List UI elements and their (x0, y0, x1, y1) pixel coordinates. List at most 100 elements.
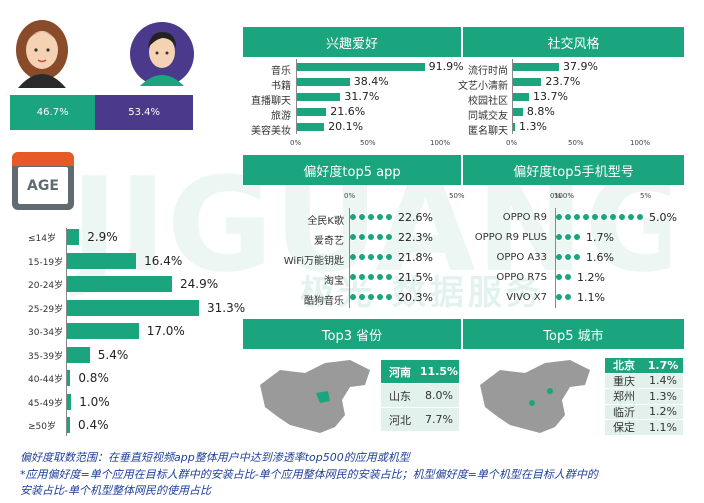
social-label: 文艺小清新 (458, 81, 508, 92)
phones-label: OPPO R9 (502, 212, 547, 223)
apps-dot (367, 253, 375, 261)
apps-tick: 0% (344, 192, 356, 200)
cities-row: 重庆 1.4% (605, 373, 683, 389)
interest-bar (296, 78, 350, 86)
provinces-header: Top3 省份 (243, 319, 461, 349)
phones-dot (555, 233, 563, 241)
china-map-cities-icon (480, 360, 590, 433)
apps-dot (376, 273, 384, 281)
phones-value: 1.7% (586, 231, 614, 244)
social-axis (512, 59, 513, 134)
age-label: 15-19岁 (28, 257, 64, 268)
apps-label: WiFi万能钥匙 (283, 256, 344, 267)
apps-dot (385, 253, 393, 261)
interest-bar (296, 108, 327, 116)
age-label: 20-24岁 (28, 281, 64, 291)
age-icon-label: AGE (18, 167, 68, 204)
social-bar (512, 123, 515, 131)
age-value: 2.9% (87, 230, 118, 244)
phones-dot (591, 213, 599, 221)
phones-dot (573, 213, 581, 221)
apps-dot (349, 233, 357, 241)
age-label: 35-39岁 (28, 351, 64, 362)
social-header: 社交风格 (463, 27, 684, 57)
interest-label: 美容美妆 (251, 126, 291, 137)
cities-row: 北京 1.7% (605, 358, 683, 374)
phones-value: 1.6% (586, 251, 614, 264)
watermark: 极光 数据服务 (300, 273, 544, 313)
social-value: 1.3% (519, 120, 547, 133)
age-value: 16.4% (144, 253, 183, 268)
apps-label: 淘宝 (324, 276, 344, 287)
cities-name: 保定 (613, 421, 635, 435)
age-value: 17.0% (146, 324, 185, 338)
age-value: 31.3% (207, 300, 246, 315)
apps-dot (367, 233, 375, 241)
apps-dot (358, 293, 366, 301)
phones-dot (573, 253, 581, 261)
phones-tick: 5% (640, 192, 652, 200)
female-avatar-icon (16, 20, 68, 88)
social-tick: 100% (630, 139, 651, 147)
social-bar (512, 93, 529, 101)
phones-value: 5.0% (649, 211, 677, 224)
apps-dot (376, 293, 384, 301)
interest-value: 91.9% (428, 60, 464, 73)
cities-row: 保定 1.1% (605, 420, 683, 436)
age-value: 0.4% (78, 418, 109, 432)
phones-header: 偏好度top5手机型号 (463, 155, 684, 185)
interest-value: 21.6% (330, 105, 366, 118)
phones-label: OPPO R9 PLUS (474, 232, 547, 243)
phones-dot (555, 293, 563, 301)
cities-name: 郑州 (613, 390, 635, 404)
provinces-pct: 8.0% (425, 389, 453, 402)
age-bar (67, 417, 70, 433)
age-label: 25-29岁 (28, 304, 64, 315)
age-label: ≥50岁 (28, 422, 56, 432)
apps-dot (385, 233, 393, 241)
age-bar (67, 370, 71, 386)
apps-dot (349, 273, 357, 281)
social-label: 同城交友 (468, 111, 508, 122)
apps-dot (367, 293, 375, 301)
provinces-name: 河北 (389, 413, 411, 427)
cities-name: 北京 (613, 359, 635, 373)
apps-dot (376, 233, 384, 241)
cities-row: 郑州 1.3% (605, 389, 683, 405)
age-value: 1.0% (79, 394, 110, 409)
apps-value: 22.3% (398, 231, 433, 244)
phones-value: 1.1% (577, 291, 605, 304)
apps-tick: 100% (554, 192, 575, 200)
apps-dot (385, 273, 393, 281)
phones-label: OPPO A33 (496, 252, 547, 263)
phones-dot (609, 213, 617, 221)
apps-dot (367, 273, 375, 281)
phones-dot (600, 213, 608, 221)
interest-label: 直播聊天 (251, 96, 291, 107)
footnote-scope: 偏好度取数范围：在垂直短视频app整体用户中达到渗透率top500的应用或机型 (20, 451, 410, 464)
age-bar (67, 252, 137, 269)
female-segment: 46.7% (10, 95, 96, 130)
cities-pct: 1.4% (649, 374, 677, 388)
cities-pct: 1.7% (647, 358, 679, 372)
interest-header: 兴趣爱好 (243, 27, 461, 57)
cities-row: 临沂 1.2% (605, 404, 683, 420)
phones-dot (555, 253, 563, 261)
phones-dot (564, 273, 572, 281)
phones-dot (627, 213, 635, 221)
apps-dot (349, 253, 357, 261)
provinces-pct: 11.5% (419, 365, 459, 378)
cities-header: Top5 城市 (463, 319, 684, 349)
provinces-table: 河南 11.5% 山东 8.0% 河北 7.7% (381, 360, 459, 432)
cities-table: 北京 1.7% 重庆 1.4% 郑州 1.3% 临沂 1.2% 保定 1.1% (605, 358, 683, 436)
cities-pct: 1.2% (649, 405, 677, 419)
apps-header: 偏好度top5 app (243, 155, 461, 185)
apps-tick: 50% (449, 192, 465, 200)
china-map-provinces-icon (260, 360, 370, 433)
phones-dot (636, 213, 644, 221)
age-value: 24.9% (180, 277, 219, 291)
footnote-formula: *应用偏好度=单个应用在目标人群中的安装占比-单个应用整体网民的安装占比；机型偏… (20, 468, 598, 481)
social-label: 流行时尚 (468, 66, 508, 77)
interest-bar (296, 93, 341, 101)
interest-tick: 50% (360, 139, 376, 147)
